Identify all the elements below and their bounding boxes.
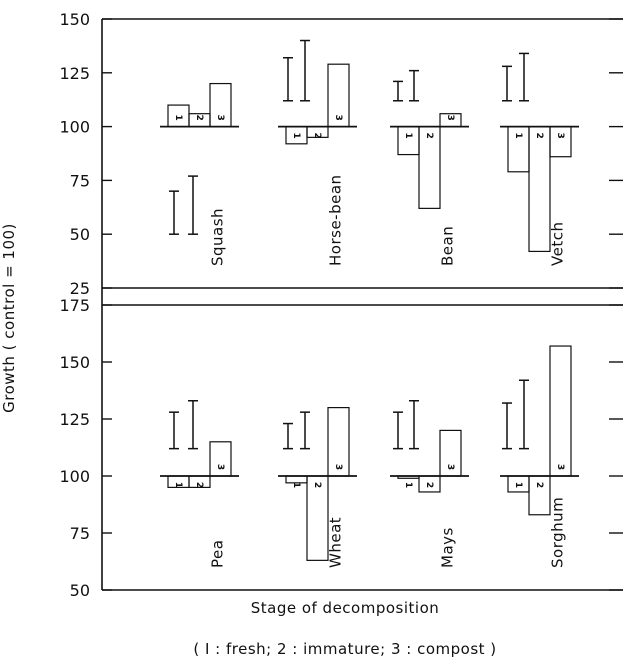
bar-stage-label: 2	[312, 132, 322, 138]
bar-stage-label: 3	[555, 132, 565, 138]
bar-stage-label: 1	[403, 132, 413, 138]
y-tick-label: 100	[59, 467, 90, 486]
crop-group-vetch: 1 2 3 Vetch	[500, 52, 579, 266]
bar-stage-label: 2	[424, 132, 434, 138]
bar-stage-3	[439, 429, 462, 477]
crop-label: Vetch	[549, 222, 567, 266]
bar-stage-label: 1	[173, 114, 183, 120]
bar-stage-2	[306, 125, 329, 138]
y-tick-label: 150	[59, 353, 90, 372]
y-tick-label: 125	[59, 410, 90, 429]
bar-stage-label: 2	[534, 132, 544, 138]
y-tick-label: 50	[70, 225, 90, 244]
crop-group-pea: 1 2 3 Pea	[160, 400, 239, 568]
bar-stage-2	[306, 475, 329, 561]
crop-label: Pea	[209, 540, 227, 568]
bar-stage-label: 3	[445, 464, 455, 470]
crop-group-wheat: 1 2 3 Wheat	[278, 407, 357, 568]
bar-stage-label: 3	[333, 114, 343, 120]
bar-stage-label: 1	[513, 132, 523, 138]
y-tick-label: 125	[59, 64, 90, 83]
bar-stage-label: 1	[403, 482, 413, 488]
bar-stage-label: 1	[291, 482, 301, 488]
bar-stage-2	[418, 475, 441, 493]
bar-stage-2	[528, 475, 551, 516]
y-axis-title: Growth ( control = 100)	[0, 223, 18, 413]
bar-stage-label: 1	[173, 482, 183, 488]
bar-stage-1	[397, 125, 420, 156]
bar-stage-label: 2	[194, 482, 204, 488]
crop-label: Wheat	[327, 517, 345, 568]
stage-legend-caption: ( I : fresh; 2 : immature; 3 : compost )	[193, 640, 496, 658]
crop-group-horse-bean: 1 2 3 Horse-bean	[278, 39, 357, 266]
panel-2: 50 75 100 125 150 175 1 2 3 Pea 1 2 3 Wheat 1 2 3 Mays 1 2 3…	[59, 296, 623, 600]
bar-stage-3	[549, 125, 572, 158]
y-tick-label: 25	[70, 279, 90, 298]
bar-stage-label: 3	[555, 464, 565, 470]
bar-stage-3	[327, 63, 350, 128]
bar-stage-3	[209, 82, 232, 128]
bar-stage-label: 2	[424, 482, 434, 488]
y-tick-label: 50	[70, 581, 90, 600]
panel-1: 25 50 75 100 125 150 1 2 3 Squash 1 2 3 Horse-bean 1 2 3…	[59, 10, 623, 298]
y-tick-label: 150	[59, 10, 90, 29]
bar-stage-label: 1	[513, 482, 523, 488]
bar-stage-2	[188, 475, 211, 488]
bar-stage-3	[209, 441, 232, 477]
y-tick-label: 175	[59, 296, 90, 315]
bar-stage-3	[327, 407, 350, 477]
bar-stage-label: 2	[312, 482, 322, 488]
crop-group-mays: 1 2 3 Mays	[390, 400, 469, 568]
y-tick-label: 100	[59, 118, 90, 137]
bar-stage-3	[549, 345, 572, 477]
x-axis-title: Stage of decomposition	[251, 599, 440, 617]
crop-group-sorghum: 1 2 3 Sorghum	[500, 345, 579, 568]
crop-label: Mays	[439, 527, 457, 568]
crop-label: Sorghum	[549, 497, 567, 568]
bar-stage-label: 2	[194, 114, 204, 120]
crop-group-squash: 1 2 3 Squash	[160, 82, 239, 266]
bar-stage-2	[528, 125, 551, 253]
y-tick-label: 75	[70, 171, 90, 190]
bar-stage-1	[397, 475, 420, 479]
bar-stage-2	[418, 125, 441, 209]
crop-group-bean: 1 2 3 Bean	[390, 69, 469, 266]
bar-stage-label: 3	[215, 464, 225, 470]
crop-label: Horse-bean	[327, 174, 345, 266]
bar-stage-label: 3	[215, 114, 225, 120]
bar-stage-label: 1	[291, 132, 301, 138]
bar-stage-3	[439, 113, 462, 128]
y-tick-label: 75	[70, 524, 90, 543]
crop-label: Bean	[439, 226, 457, 266]
crop-label: Squash	[209, 208, 227, 266]
bar-stage-label: 3	[445, 114, 455, 120]
bar-stage-label: 3	[333, 464, 343, 470]
bar-stage-label: 2	[534, 482, 544, 488]
